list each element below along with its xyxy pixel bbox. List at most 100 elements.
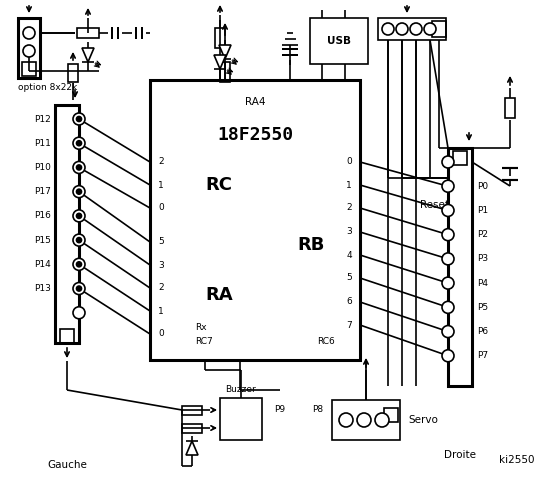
Bar [505, 98, 515, 118]
Text: 3: 3 [346, 228, 352, 237]
Text: RC6: RC6 [317, 337, 335, 347]
Text: P14: P14 [34, 260, 51, 269]
Circle shape [76, 141, 81, 146]
Text: 1: 1 [158, 307, 164, 315]
Bar [150, 80, 360, 360]
Text: RB: RB [298, 236, 325, 254]
Circle shape [76, 286, 81, 291]
Text: 3: 3 [158, 261, 164, 269]
Bar [182, 423, 202, 432]
Text: 2: 2 [158, 284, 164, 292]
Circle shape [339, 413, 353, 427]
Circle shape [442, 156, 454, 168]
Polygon shape [214, 55, 226, 69]
Circle shape [73, 234, 85, 246]
Text: Reset: Reset [420, 200, 449, 210]
Text: P6: P6 [477, 327, 488, 336]
Text: USB: USB [327, 36, 351, 46]
Circle shape [73, 113, 85, 125]
Circle shape [442, 228, 454, 240]
Circle shape [442, 180, 454, 192]
Circle shape [73, 307, 85, 319]
Bar [55, 105, 79, 343]
Circle shape [396, 23, 408, 35]
Circle shape [76, 262, 81, 267]
Text: 5: 5 [346, 274, 352, 283]
Text: RA: RA [205, 286, 233, 304]
Bar [384, 408, 398, 422]
Circle shape [76, 238, 81, 242]
Text: Servo: Servo [408, 415, 438, 425]
Circle shape [73, 283, 85, 295]
Text: 0: 0 [158, 204, 164, 213]
Text: P0: P0 [477, 182, 488, 191]
Text: P12: P12 [34, 115, 51, 123]
Circle shape [424, 23, 436, 35]
Bar [378, 18, 446, 40]
Text: P7: P7 [477, 351, 488, 360]
Bar [220, 398, 262, 440]
Circle shape [442, 325, 454, 337]
Circle shape [442, 301, 454, 313]
Circle shape [73, 210, 85, 222]
Circle shape [442, 350, 454, 362]
Text: P16: P16 [34, 211, 51, 220]
Text: option 8x22k: option 8x22k [18, 84, 77, 93]
Text: 4: 4 [346, 251, 352, 260]
Circle shape [23, 27, 35, 39]
Text: 1: 1 [346, 180, 352, 190]
Text: 0: 0 [158, 329, 164, 338]
Circle shape [442, 253, 454, 265]
Text: 2: 2 [346, 204, 352, 213]
Text: Buzzer: Buzzer [226, 385, 257, 395]
Text: 5: 5 [158, 238, 164, 247]
Text: P3: P3 [477, 254, 488, 264]
Bar [60, 329, 74, 343]
Polygon shape [219, 45, 231, 59]
Circle shape [73, 186, 85, 198]
Circle shape [357, 413, 371, 427]
Circle shape [23, 45, 35, 57]
Text: P9: P9 [274, 406, 285, 415]
Text: RC7: RC7 [195, 337, 213, 347]
Circle shape [410, 23, 422, 35]
Text: Droite: Droite [444, 450, 476, 460]
Bar [332, 400, 400, 440]
Bar [18, 18, 40, 78]
Bar [448, 148, 472, 386]
Text: P8: P8 [312, 406, 324, 415]
Text: P10: P10 [34, 163, 51, 172]
Text: 18F2550: 18F2550 [217, 126, 293, 144]
Text: 0: 0 [346, 157, 352, 167]
Text: 6: 6 [346, 298, 352, 307]
Text: Rx: Rx [195, 324, 207, 333]
Circle shape [76, 165, 81, 170]
Circle shape [73, 258, 85, 270]
Text: P15: P15 [34, 236, 51, 245]
Bar [432, 21, 446, 37]
Circle shape [375, 413, 389, 427]
Circle shape [76, 189, 81, 194]
Text: 7: 7 [346, 321, 352, 329]
Bar [310, 18, 368, 64]
Text: RC: RC [205, 176, 232, 194]
Text: P1: P1 [477, 206, 488, 215]
Bar [453, 151, 467, 165]
Text: 2: 2 [158, 157, 164, 167]
Text: P5: P5 [477, 303, 488, 312]
Polygon shape [82, 48, 94, 62]
Circle shape [442, 277, 454, 289]
Circle shape [76, 117, 81, 121]
Text: P2: P2 [477, 230, 488, 239]
Circle shape [382, 23, 394, 35]
Polygon shape [186, 441, 198, 455]
Text: P4: P4 [477, 278, 488, 288]
Text: P17: P17 [34, 187, 51, 196]
Text: RA4: RA4 [245, 97, 265, 107]
Text: 1: 1 [158, 180, 164, 190]
Bar [215, 28, 225, 48]
Text: P13: P13 [34, 284, 51, 293]
Bar [68, 64, 78, 82]
Text: P11: P11 [34, 139, 51, 148]
Bar [77, 28, 99, 38]
